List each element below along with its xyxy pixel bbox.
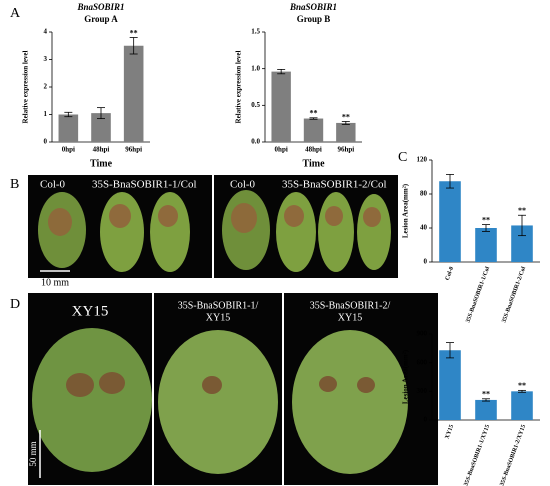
y-tick-label: 2 (44, 83, 48, 91)
photo-label: 35S-BnaSOBIR1-1/ (178, 300, 259, 311)
significance: ** (482, 215, 490, 224)
panel-label: C (398, 150, 407, 165)
photo-label: XY15 (72, 303, 109, 319)
x-tick-label: Col-0 (445, 266, 455, 281)
x-tick-label: 48hpi (305, 146, 322, 154)
chart-title: BnaSOBIR1 (289, 2, 337, 12)
scale-label: 10 mm (41, 277, 69, 288)
chart-title: BnaSOBIR1 (76, 2, 124, 12)
y-axis-label: Lesion Area(mm²) (402, 349, 410, 404)
x-tick-label: 96hpi (337, 146, 354, 154)
y-tick-label: 300 (417, 387, 428, 395)
x-tick-label: 35S-BnaSOBIR1-1/Col (465, 266, 491, 324)
significance: ** (518, 206, 526, 215)
y-axis-label: Relative expression level (235, 50, 243, 123)
x-tick-label: 35S-BnaSOBIR1-1/XY15 (463, 424, 491, 486)
y-tick-label: 0 (424, 258, 428, 266)
y-tick-label: 600 (417, 358, 428, 366)
leaves (32, 328, 408, 474)
panel-label: D (10, 297, 20, 312)
y-tick-label: 80 (420, 190, 428, 198)
y-tick-label: 40 (420, 224, 428, 232)
photo-label: XY15 (338, 312, 362, 323)
bar (336, 122, 356, 142)
panel-label: B (10, 177, 19, 192)
significance: ** (310, 109, 318, 118)
significance: ** (482, 390, 490, 399)
y-tick-label: 3 (44, 55, 48, 63)
x-tick-label: 0hpi (275, 146, 288, 154)
y-tick-label: 0 (44, 138, 48, 146)
significance: ** (518, 381, 526, 390)
bar (271, 71, 291, 142)
photo-label: 35S-BnaSOBIR1-2/ (310, 300, 391, 311)
significance: ** (130, 28, 138, 37)
y-tick-label: 0 (424, 416, 428, 424)
bar (91, 113, 111, 142)
significance: ** (342, 112, 350, 121)
x-tick-label: 35S-BnaSOBIR1-2/Col (501, 266, 527, 324)
y-tick-label: 1 (44, 110, 48, 118)
chart-subtitle: Group B (297, 14, 331, 24)
panel-label: A (10, 6, 21, 21)
photo-label: Col-0 (230, 179, 256, 191)
y-tick-label: 900 (417, 330, 428, 338)
bar (475, 399, 497, 420)
bar (439, 350, 461, 420)
photo-label: 35S-BnaSOBIR1-1/Col (92, 179, 197, 191)
x-axis-label: Time (90, 158, 113, 169)
y-axis-label: Lesion Area(mm²) (402, 183, 410, 238)
y-tick-label: 0.0 (251, 138, 260, 146)
x-tick-label: 48hpi (93, 146, 110, 154)
bar (303, 118, 324, 142)
bar (475, 228, 497, 262)
x-tick-label: 0hpi (62, 146, 75, 154)
y-tick-label: 0.5 (251, 101, 260, 109)
chart-subtitle: Group A (84, 14, 118, 24)
photo-label: Col-0 (40, 179, 66, 191)
y-tick-label: 1.5 (251, 28, 260, 36)
y-tick-label: 120 (417, 156, 428, 164)
leaves (38, 190, 391, 272)
y-tick-label: 1.0 (251, 64, 260, 72)
x-tick-label: XY15 (445, 424, 456, 440)
x-tick-label: 96hpi (125, 146, 142, 154)
bar (58, 114, 79, 142)
photo-d: XY15 35S-BnaSOBIR1-1/ XY15 35S-BnaSOBIR1… (28, 293, 438, 485)
photo-label: XY15 (206, 312, 230, 323)
bar (511, 391, 533, 420)
photo-b: Col-0 35S-BnaSOBIR1-1/Col Col-0 35S-BnaS… (28, 175, 398, 288)
photo-label: 35S-BnaSOBIR1-2/Col (282, 179, 387, 191)
scale-label: 50 mm (28, 441, 38, 466)
y-tick-label: 4 (44, 28, 48, 36)
bar (123, 45, 144, 142)
x-axis-label: Time (302, 158, 325, 169)
bar (511, 225, 533, 262)
x-tick-label: 35S-BnaSOBIR1-2/XY15 (499, 424, 527, 486)
y-axis-label: Relative expression level (22, 50, 30, 123)
bar (439, 181, 461, 262)
